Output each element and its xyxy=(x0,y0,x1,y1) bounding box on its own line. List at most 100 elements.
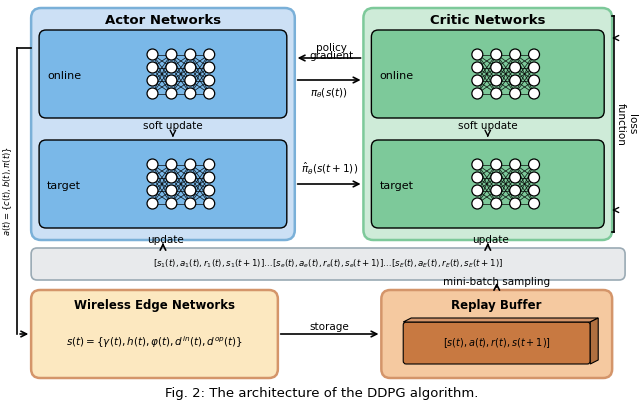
Polygon shape xyxy=(590,318,598,364)
Circle shape xyxy=(509,75,520,86)
Circle shape xyxy=(509,62,520,73)
Circle shape xyxy=(204,49,214,60)
Circle shape xyxy=(204,62,214,73)
Circle shape xyxy=(204,185,214,196)
FancyBboxPatch shape xyxy=(364,8,612,240)
Polygon shape xyxy=(403,318,598,322)
Circle shape xyxy=(166,198,177,209)
Circle shape xyxy=(166,185,177,196)
Circle shape xyxy=(509,172,520,183)
Circle shape xyxy=(185,62,196,73)
Circle shape xyxy=(147,62,158,73)
Circle shape xyxy=(472,88,483,99)
Text: $[s(t), a(t), r(t), s(t+1)]$: $[s(t), a(t), r(t), s(t+1)]$ xyxy=(443,336,550,350)
Circle shape xyxy=(185,88,196,99)
Text: update: update xyxy=(148,235,184,245)
Circle shape xyxy=(491,198,502,209)
Text: policy: policy xyxy=(316,43,346,53)
Text: $a(t) = \{c(t), b(t), \pi(t)\}$: $a(t) = \{c(t), b(t), \pi(t)\}$ xyxy=(1,146,13,236)
Text: soft update: soft update xyxy=(143,121,203,131)
Circle shape xyxy=(529,172,540,183)
Circle shape xyxy=(147,172,158,183)
FancyBboxPatch shape xyxy=(403,322,590,364)
Circle shape xyxy=(472,62,483,73)
Circle shape xyxy=(491,88,502,99)
Circle shape xyxy=(491,62,502,73)
Circle shape xyxy=(185,198,196,209)
Circle shape xyxy=(472,75,483,86)
Text: target: target xyxy=(47,181,81,191)
Circle shape xyxy=(509,185,520,196)
Circle shape xyxy=(185,185,196,196)
FancyBboxPatch shape xyxy=(31,8,295,240)
Text: mini-batch sampling: mini-batch sampling xyxy=(443,277,550,287)
Circle shape xyxy=(166,75,177,86)
Text: gradient: gradient xyxy=(309,51,353,61)
Circle shape xyxy=(529,185,540,196)
Circle shape xyxy=(204,75,214,86)
FancyBboxPatch shape xyxy=(31,248,625,280)
Circle shape xyxy=(472,198,483,209)
Text: $s(t) = \{\gamma(t), h(t), \varphi(t), d^{in}(t), d^{op}(t)\}$: $s(t) = \{\gamma(t), h(t), \varphi(t), d… xyxy=(66,334,243,350)
Circle shape xyxy=(185,49,196,60)
Circle shape xyxy=(509,49,520,60)
Text: Critic Networks: Critic Networks xyxy=(430,15,545,28)
Circle shape xyxy=(204,88,214,99)
FancyBboxPatch shape xyxy=(39,140,287,228)
Circle shape xyxy=(491,75,502,86)
Circle shape xyxy=(166,159,177,170)
Circle shape xyxy=(166,62,177,73)
Text: loss
function: loss function xyxy=(615,102,637,145)
Circle shape xyxy=(147,88,158,99)
FancyBboxPatch shape xyxy=(39,30,287,118)
Circle shape xyxy=(204,159,214,170)
Text: $[s_1(t),a_1(t),r_1(t),s_1(t+1)]\ldots[s_e(t),a_e(t),r_e(t),s_e(t+1)]\ldots[s_E(: $[s_1(t),a_1(t),r_1(t),s_1(t+1)]\ldots[s… xyxy=(153,258,503,270)
Text: Actor Networks: Actor Networks xyxy=(105,15,221,28)
Circle shape xyxy=(472,172,483,183)
Circle shape xyxy=(491,185,502,196)
Text: Replay Buffer: Replay Buffer xyxy=(451,300,542,313)
Circle shape xyxy=(529,88,540,99)
Circle shape xyxy=(509,88,520,99)
Text: $\pi_\theta(s(t))$: $\pi_\theta(s(t))$ xyxy=(310,86,348,100)
Text: online: online xyxy=(379,71,413,81)
Text: update: update xyxy=(472,235,509,245)
Circle shape xyxy=(491,49,502,60)
Circle shape xyxy=(472,49,483,60)
Circle shape xyxy=(472,185,483,196)
Circle shape xyxy=(147,185,158,196)
Circle shape xyxy=(529,49,540,60)
Circle shape xyxy=(491,172,502,183)
Circle shape xyxy=(204,198,214,209)
Circle shape xyxy=(147,159,158,170)
Circle shape xyxy=(509,198,520,209)
Text: soft update: soft update xyxy=(458,121,518,131)
Circle shape xyxy=(166,49,177,60)
Text: Wireless Edge Networks: Wireless Edge Networks xyxy=(74,300,235,313)
Circle shape xyxy=(529,159,540,170)
Circle shape xyxy=(185,159,196,170)
Circle shape xyxy=(185,75,196,86)
Circle shape xyxy=(529,62,540,73)
Text: target: target xyxy=(380,181,413,191)
Circle shape xyxy=(166,172,177,183)
Text: online: online xyxy=(47,71,81,81)
Text: $\hat{\pi}_\theta(s(t+1))$: $\hat{\pi}_\theta(s(t+1))$ xyxy=(301,160,358,176)
Circle shape xyxy=(147,49,158,60)
Circle shape xyxy=(147,75,158,86)
FancyBboxPatch shape xyxy=(31,290,278,378)
FancyBboxPatch shape xyxy=(371,30,604,118)
Circle shape xyxy=(509,159,520,170)
Text: Fig. 2: The architecture of the DDPG algorithm.: Fig. 2: The architecture of the DDPG alg… xyxy=(165,386,478,399)
Circle shape xyxy=(529,198,540,209)
Circle shape xyxy=(529,75,540,86)
Circle shape xyxy=(166,88,177,99)
Text: storage: storage xyxy=(310,322,349,332)
Circle shape xyxy=(185,172,196,183)
Circle shape xyxy=(491,159,502,170)
Circle shape xyxy=(147,198,158,209)
Circle shape xyxy=(472,159,483,170)
FancyBboxPatch shape xyxy=(381,290,612,378)
FancyBboxPatch shape xyxy=(371,140,604,228)
Circle shape xyxy=(204,172,214,183)
